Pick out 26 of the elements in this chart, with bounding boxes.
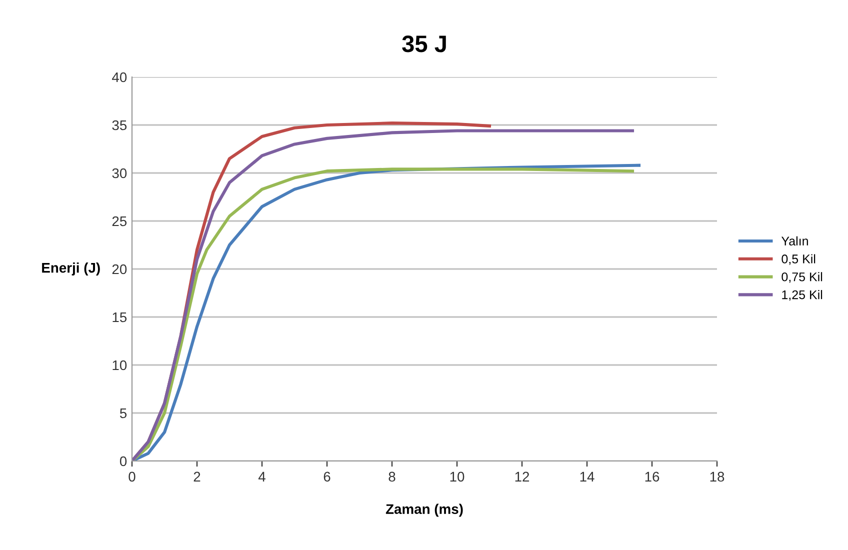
x-tick-label: 12 xyxy=(515,472,530,482)
y-tick-label: 30 xyxy=(112,168,127,178)
y-tick-label: 5 xyxy=(120,408,127,418)
x-tick-label: 16 xyxy=(645,472,660,482)
x-tick-label: 2 xyxy=(194,472,200,482)
x-tick-label: 0 xyxy=(128,472,136,482)
y-tick-label: 20 xyxy=(112,264,127,274)
legend-label: 0,75 Kil xyxy=(782,272,822,283)
x-tick-label: 4 xyxy=(258,472,266,482)
chart-title: 35 J xyxy=(402,36,446,52)
y-axis-title: Enerji (J) xyxy=(42,262,100,276)
y-tick-label: 10 xyxy=(112,360,127,370)
y-tick-label: 15 xyxy=(112,312,127,322)
x-tick-label: 18 xyxy=(710,472,724,482)
y-tick-label: 25 xyxy=(112,216,127,226)
x-tick-label: 10 xyxy=(450,472,464,482)
legend-label: Yalın xyxy=(781,236,808,246)
y-tick-label: 35 xyxy=(112,120,127,130)
x-tick-label: 6 xyxy=(324,472,330,482)
legend-label: 0,5 Kil xyxy=(782,254,816,265)
x-tick-label: 14 xyxy=(580,472,594,482)
x-axis-title: Zaman (ms) xyxy=(386,504,463,517)
y-tick-label: 0 xyxy=(120,456,127,466)
y-tick-label: 40 xyxy=(112,72,127,82)
legend-label: 1,25 Kil xyxy=(782,290,822,301)
x-tick-label: 8 xyxy=(388,472,396,482)
